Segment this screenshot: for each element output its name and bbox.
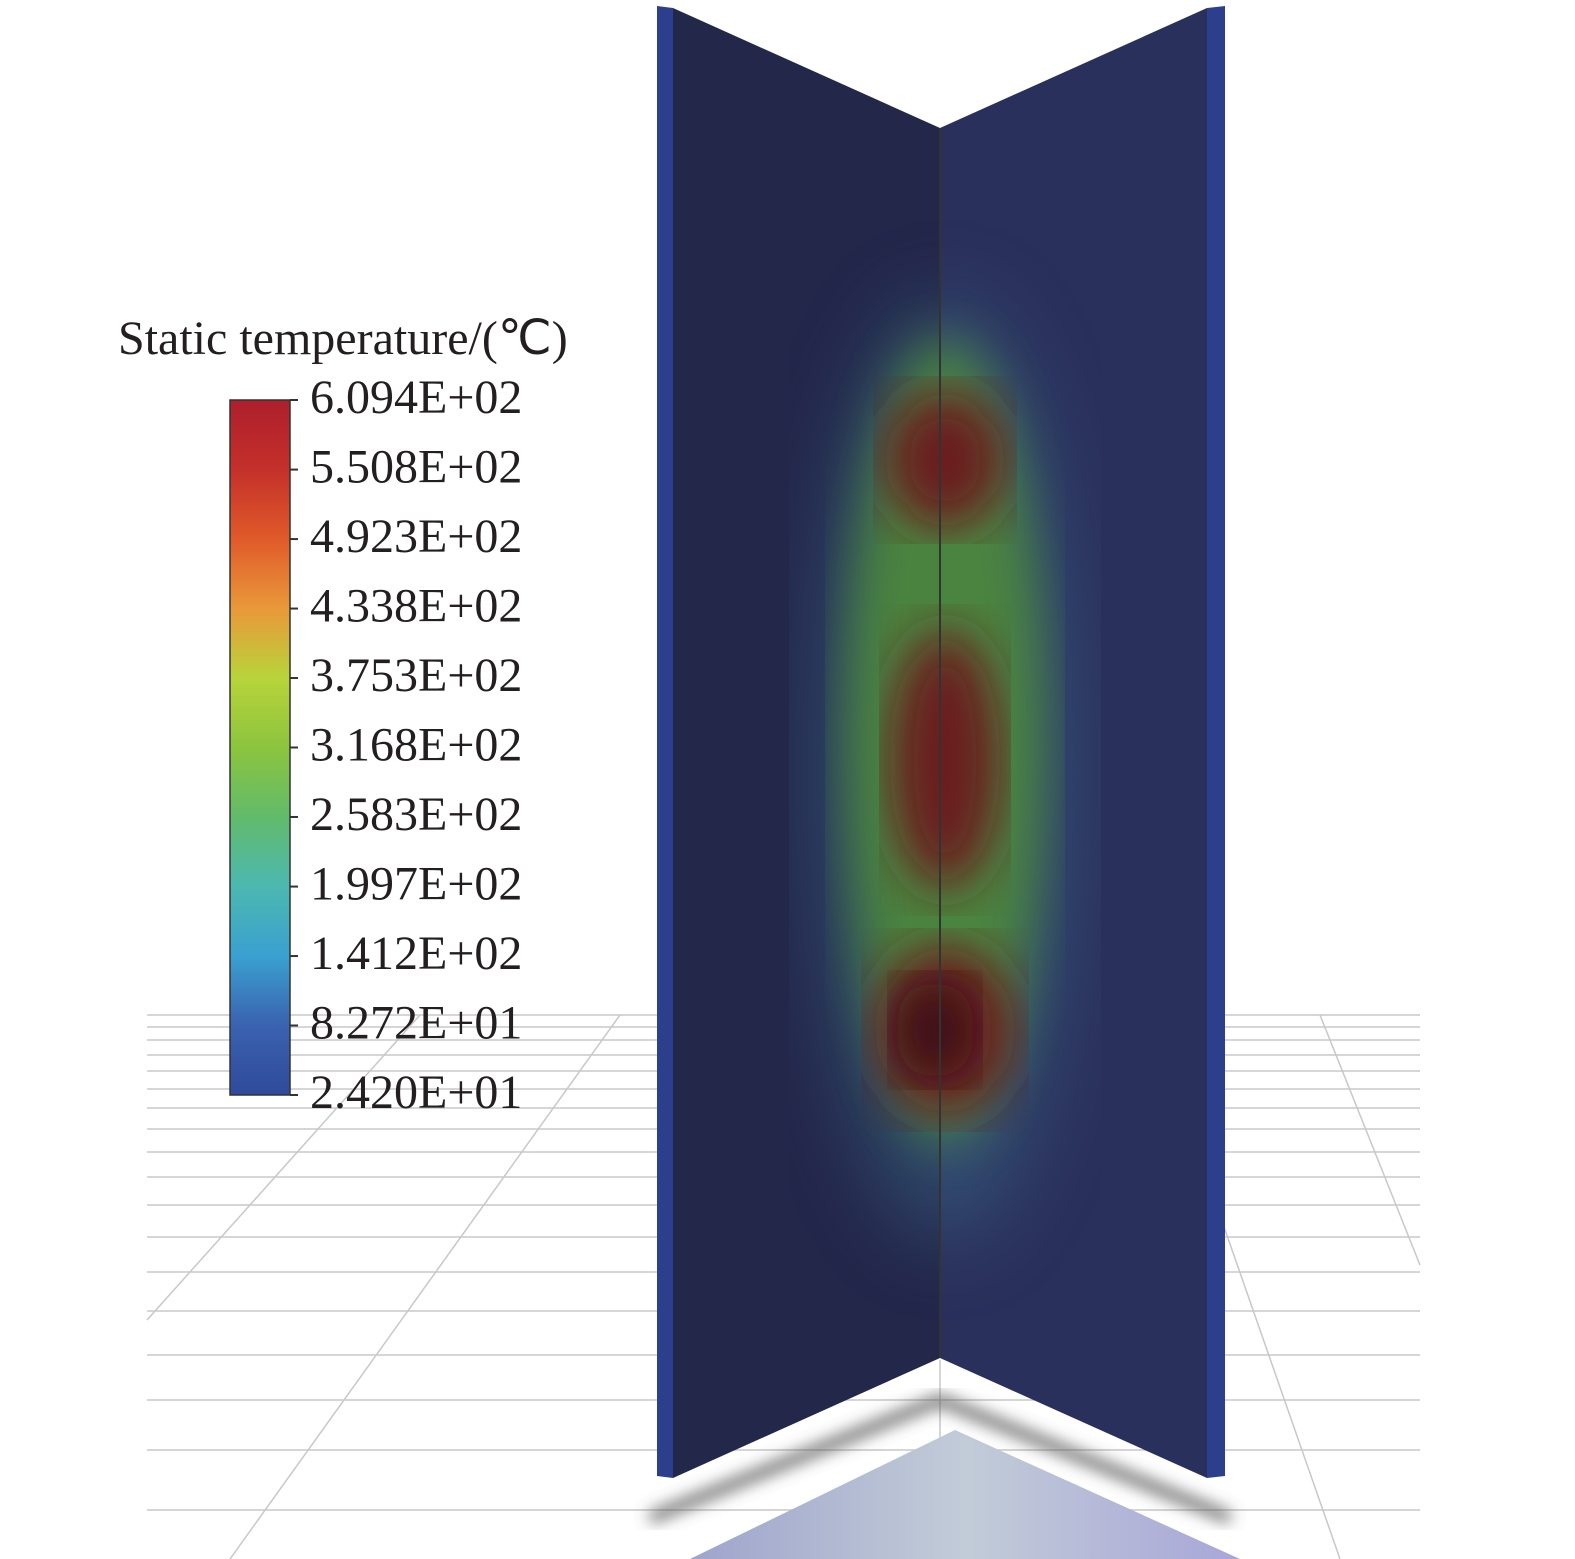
colorbar-tick-label: 3.753E+02: [310, 649, 522, 702]
colorbar-tick-label: 1.412E+02: [310, 927, 522, 980]
colorbar-tick-label: 1.997E+02: [310, 858, 522, 911]
colorbar: [229, 399, 291, 1096]
plates: [657, 6, 1225, 1478]
plate-shadow: [648, 1394, 1232, 1523]
colorbar-tick-label: 4.338E+02: [310, 580, 522, 633]
colorbar-title: Static temperature/(℃): [118, 312, 568, 365]
colorbar-tick-label: 6.094E+02: [310, 371, 522, 424]
colorbar-tick-label: 8.272E+01: [310, 997, 522, 1050]
temperature-field: [815, 300, 1075, 1240]
colorbar-tick-label: 2.420E+01: [310, 1066, 522, 1119]
floor-shadow: [690, 1430, 1240, 1559]
colorbar-tick-label: 3.168E+02: [310, 719, 522, 772]
colorbar-tick-label: 2.583E+02: [310, 788, 522, 841]
colorbar-tick-label: 5.508E+02: [310, 441, 522, 494]
colorbar-tick-label: 4.923E+02: [310, 510, 522, 563]
